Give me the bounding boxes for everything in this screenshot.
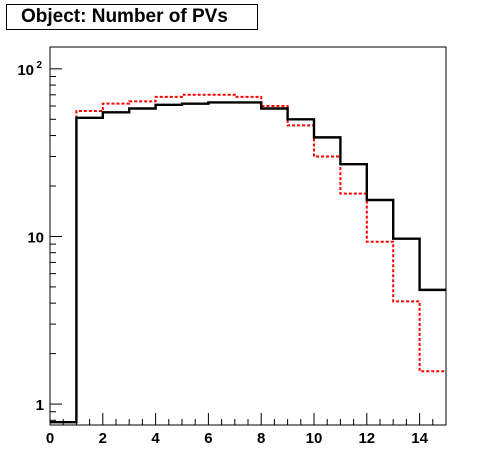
x-tick-label: 4 (151, 430, 160, 447)
x-tick-label: 0 (46, 430, 54, 447)
x-tick-label: 10 (306, 430, 323, 447)
x-tick-label: 2 (99, 430, 107, 447)
series-dashed-line (50, 93, 446, 424)
x-axis: 0 2 4 6 8 10 12 14 (46, 413, 447, 447)
x-tick-label: 6 (204, 430, 212, 447)
series-layer (50, 93, 446, 424)
y-tick-label: 1 (36, 397, 44, 414)
y-tick-label: 10 (27, 229, 44, 246)
x-tick-label: 14 (411, 430, 428, 447)
x-tick-label: 8 (257, 430, 265, 447)
y-tick-exponent: 2 (36, 60, 42, 71)
y-tick-label: 10 (17, 62, 34, 79)
x-tick-label: 12 (358, 430, 375, 447)
chart-title: Object: Number of PVs (6, 4, 258, 30)
series-solid-line (50, 101, 446, 424)
